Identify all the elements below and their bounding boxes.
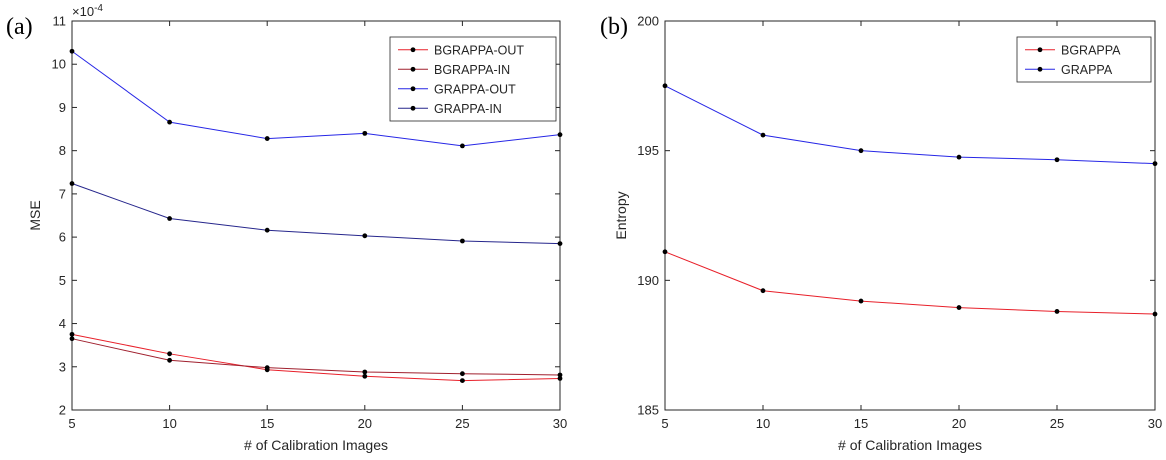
- data-point-grappa-out: [264, 136, 270, 141]
- x-tick-label: 15: [854, 416, 868, 431]
- y-tick-label: 9: [59, 100, 66, 115]
- y-tick-label: 7: [59, 186, 66, 201]
- x-tick-label: 20: [358, 416, 372, 431]
- series-line-grappa: [664, 85, 1156, 165]
- y-tick-label: 195: [637, 143, 659, 158]
- x-tick-label: 30: [1148, 416, 1162, 431]
- data-point-bgrappa: [858, 298, 864, 304]
- data-point-grappa: [1054, 157, 1060, 163]
- x-tick-label: 10: [756, 416, 770, 431]
- data-point-grappa: [956, 154, 962, 160]
- y-tick-label: 11: [53, 14, 67, 29]
- data-point-bgrappa: [1054, 309, 1060, 314]
- data-point-bgrappa-out: [460, 378, 465, 384]
- legend-marker: [1037, 47, 1043, 53]
- y-tick-label: 6: [59, 230, 66, 245]
- y-tick-label: 200: [637, 14, 659, 29]
- x-axis-label: # of Calibration Images: [838, 437, 982, 453]
- legend-marker: [1037, 66, 1043, 72]
- series-line-bgrappa-in: [71, 338, 561, 376]
- data-point-grappa-in: [362, 233, 368, 239]
- x-tick-label: 10: [162, 416, 176, 431]
- y-axis-label: Entropy: [613, 191, 629, 239]
- series-line-grappa-in: [71, 183, 561, 245]
- panel-a-label: (a): [6, 14, 33, 40]
- x-tick-label: 25: [455, 416, 469, 431]
- legend-label: BGRAPPA-OUT: [434, 43, 524, 57]
- legend-label: GRAPPA: [1061, 63, 1113, 77]
- legend-label: GRAPPA-IN: [434, 102, 502, 116]
- series-line-grappa-out: [71, 50, 561, 147]
- data-point-bgrappa: [662, 249, 668, 255]
- y-axis-label: MSE: [27, 200, 43, 230]
- data-point-grappa-out: [557, 132, 563, 138]
- x-tick-label: 5: [661, 416, 668, 431]
- series-line-bgrappa-out: [71, 333, 561, 382]
- data-point-bgrappa-out: [557, 376, 563, 381]
- y-tick-label: 185: [637, 403, 659, 418]
- legend-box: [389, 36, 557, 122]
- data-point-grappa: [760, 132, 766, 138]
- series-line-bgrappa: [664, 251, 1156, 315]
- data-point-grappa-in: [557, 241, 563, 246]
- chart-a: 5 10 15 20 25 30 2 3 4 5 6 7 8 9 10 11 ×10-4 # of Calibra…: [27, 3, 567, 453]
- data-point-bgrappa-in: [264, 365, 270, 371]
- legend-label: BGRAPPA: [1061, 43, 1121, 57]
- y-exponent-label: ×10-4: [72, 3, 103, 19]
- legend-label: BGRAPPA-IN: [434, 63, 510, 77]
- x-tick-label: 25: [1050, 416, 1064, 431]
- x-tick-label: 30: [553, 416, 567, 431]
- data-point-bgrappa: [760, 288, 766, 294]
- x-tick-label: 5: [68, 416, 75, 431]
- data-point-bgrappa-in: [69, 336, 75, 342]
- data-point-grappa-in: [460, 238, 465, 244]
- legend-label: GRAPPA-OUT: [434, 82, 516, 96]
- plot-area: [664, 20, 1156, 411]
- y-tick-label: 4: [59, 316, 66, 331]
- data-point-grappa-out: [69, 48, 75, 54]
- y-tick-label: 3: [59, 359, 66, 374]
- data-point-bgrappa-in: [167, 357, 173, 363]
- y-tick-label: 10: [52, 57, 66, 72]
- y-tick-label: 5: [59, 273, 66, 288]
- legend-marker: [410, 66, 416, 72]
- x-tick-label: 15: [260, 416, 274, 431]
- data-point-bgrappa-out: [69, 331, 75, 337]
- x-tick-label: 20: [952, 416, 966, 431]
- legend-marker: [410, 105, 416, 111]
- data-point-grappa-out: [362, 130, 368, 136]
- y-tick-label: 190: [637, 273, 659, 288]
- data-point-bgrappa-in: [460, 371, 465, 377]
- y-tick-label: 8: [59, 143, 66, 158]
- data-point-bgrappa-in: [362, 369, 368, 375]
- data-point-bgrappa-out: [362, 373, 368, 379]
- legend-marker: [410, 86, 416, 92]
- data-point-grappa-in: [264, 227, 270, 233]
- data-point-grappa: [858, 148, 864, 154]
- data-point-grappa-in: [69, 181, 75, 186]
- y-tick-label: 2: [59, 403, 66, 418]
- data-point-grappa: [1152, 161, 1158, 167]
- data-point-grappa-out: [167, 119, 173, 125]
- panel-b-label: (b): [600, 14, 628, 40]
- data-point-bgrappa: [956, 305, 962, 310]
- data-point-bgrappa: [1152, 311, 1158, 317]
- data-point-grappa: [662, 83, 668, 89]
- data-point-grappa-out: [460, 143, 465, 149]
- data-point-bgrappa-out: [167, 351, 173, 357]
- legend-box: [1016, 36, 1152, 83]
- chart-b: 5 10 15 20 25 30 185 190 195 200 # of Calibration …: [613, 14, 1162, 454]
- legend-marker: [410, 47, 416, 53]
- data-point-grappa-in: [167, 216, 173, 221]
- data-point-bgrappa-in: [557, 372, 563, 378]
- x-axis-label: # of Calibration Images: [244, 437, 388, 453]
